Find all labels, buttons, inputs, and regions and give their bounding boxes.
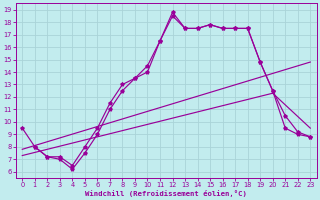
- X-axis label: Windchill (Refroidissement éolien,°C): Windchill (Refroidissement éolien,°C): [85, 190, 247, 197]
